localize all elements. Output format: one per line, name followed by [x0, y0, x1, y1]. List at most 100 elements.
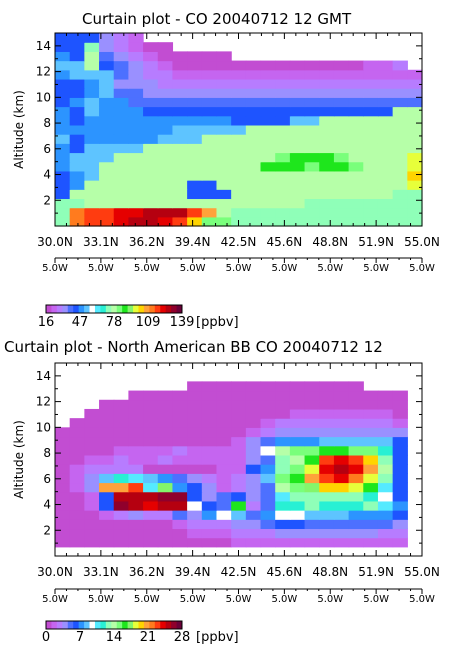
heatmap-cell	[289, 161, 306, 172]
heatmap-cell	[407, 161, 423, 172]
heatmap-cell	[245, 143, 262, 154]
heatmap-cell	[304, 106, 320, 117]
heatmap-cell	[392, 69, 408, 80]
heatmap-cell	[143, 97, 159, 108]
heatmap-cell	[319, 528, 335, 539]
heatmap-cell	[113, 399, 129, 410]
heatmap-cell	[84, 510, 100, 520]
heatmap-cell	[201, 381, 218, 392]
y-tick-label: 10	[36, 90, 51, 104]
heatmap-cell	[55, 528, 71, 539]
heatmap-cell	[407, 78, 423, 89]
heatmap-cell	[231, 473, 247, 484]
heatmap-cell	[55, 51, 71, 62]
heatmap-cell	[392, 216, 408, 227]
heatmap-cell	[201, 97, 218, 108]
colorbar-unit: [ppbv]	[196, 630, 239, 645]
heatmap-cell	[392, 408, 408, 419]
x-tick-label-lat: 45.6N	[267, 235, 303, 249]
heatmap-cell	[84, 473, 100, 484]
heatmap-cell	[69, 418, 85, 428]
colorbar-frame	[45, 620, 183, 630]
heatmap-cell	[113, 124, 129, 135]
heatmap-cell	[333, 482, 350, 493]
colorbar	[45, 304, 183, 314]
heatmap-cell	[333, 390, 350, 401]
heatmap-cell	[157, 60, 174, 71]
heatmap-cell	[289, 537, 306, 548]
heatmap-cell	[304, 519, 320, 530]
heatmap-cell	[143, 491, 159, 502]
heatmap-cell	[319, 106, 335, 117]
heatmap-cell	[99, 198, 115, 209]
heatmap-cell	[407, 115, 423, 126]
heatmap-cell	[275, 115, 291, 126]
heatmap-cell	[245, 399, 262, 410]
heatmap-cell	[113, 97, 129, 108]
heatmap-cell	[69, 97, 85, 108]
x-tick-label-lat: 39.4N	[175, 235, 211, 249]
heatmap-cell	[84, 88, 100, 98]
colorbar-swatch	[67, 305, 74, 313]
heatmap-cell	[201, 51, 218, 62]
heatmap-cell	[143, 115, 159, 126]
heatmap-cell	[143, 88, 159, 98]
heatmap-cell	[216, 198, 232, 209]
heatmap-cell	[289, 152, 306, 163]
heatmap-cell	[275, 381, 291, 392]
heatmap-cell	[275, 161, 291, 172]
heatmap-cell	[363, 491, 379, 502]
heatmap-cell	[157, 115, 174, 126]
heatmap-cell	[216, 88, 232, 98]
colorbar-swatch	[51, 305, 58, 313]
heatmap-cell	[377, 482, 394, 493]
heatmap-cell	[333, 528, 350, 539]
colorbar-swatch	[62, 305, 69, 313]
x-tick-label-lon: 5.0W	[88, 594, 114, 605]
heatmap-cell	[99, 33, 115, 43]
heatmap-cell	[69, 189, 85, 200]
heatmap-cell	[363, 427, 379, 438]
heatmap-cell	[319, 69, 335, 80]
heatmap-cell	[157, 134, 174, 144]
x-tick-label-lon: 5.0W	[180, 594, 206, 605]
heatmap-cell	[128, 88, 144, 98]
heatmap-cell	[157, 143, 174, 154]
colorbar-swatch	[105, 305, 112, 313]
heatmap-cell	[172, 69, 188, 80]
y-tick-label: 8	[43, 116, 51, 130]
heatmap-cell	[392, 180, 408, 190]
heatmap-cell	[113, 88, 129, 98]
heatmap-cell	[172, 51, 188, 62]
heatmap-cell	[187, 445, 203, 456]
heatmap-cell	[172, 390, 188, 401]
heatmap-cell	[231, 519, 247, 530]
heatmap-cell	[128, 69, 144, 80]
heatmap-cell	[99, 454, 115, 465]
heatmap-cells	[55, 381, 408, 548]
heatmap-cell	[289, 124, 306, 135]
heatmap-cell	[157, 427, 174, 438]
heatmap-cell	[113, 436, 129, 447]
heatmap-cell	[333, 115, 350, 126]
heatmap-cell	[289, 207, 306, 218]
heatmap-cell	[187, 528, 203, 539]
heatmap-cell	[363, 106, 379, 117]
heatmap-cell	[55, 216, 71, 227]
heatmap-cell	[201, 170, 218, 181]
heatmap-cell	[157, 445, 174, 456]
heatmap-cell	[172, 180, 188, 190]
heatmap-cell	[304, 143, 320, 154]
panel-biomass-burning-co: Curtain plot - North American BB CO 2004…	[0, 333, 450, 650]
heatmap-cell	[392, 207, 408, 218]
x-tick-label-lon: 5.0W	[226, 594, 252, 605]
heatmap-cell	[377, 78, 394, 89]
heatmap-cell	[216, 537, 232, 548]
heatmap-cell	[260, 436, 276, 447]
heatmap-cell	[172, 427, 188, 438]
heatmap-cell	[201, 454, 218, 465]
heatmap-cell	[245, 78, 262, 89]
heatmap-cell	[333, 143, 350, 154]
heatmap-cell	[157, 207, 174, 218]
heatmap-cell	[363, 88, 379, 98]
